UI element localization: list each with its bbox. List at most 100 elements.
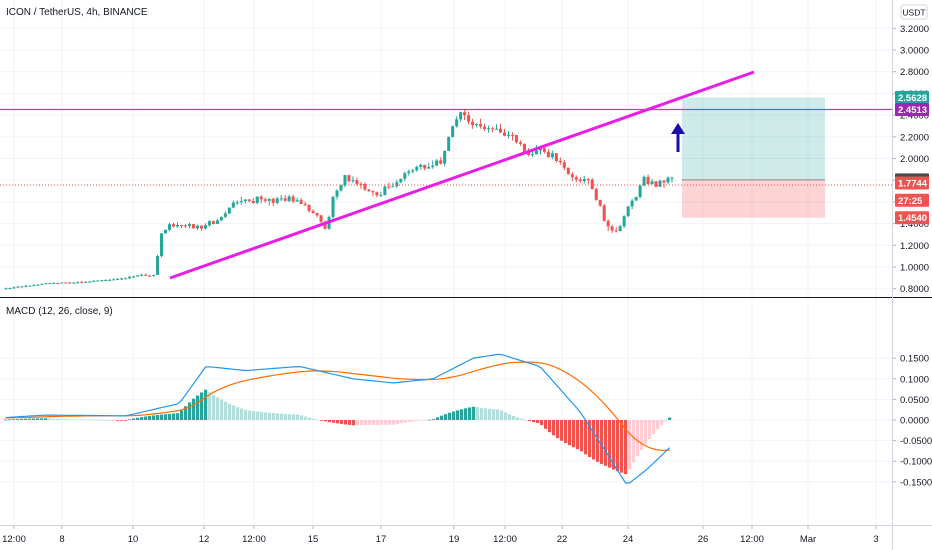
histogram-bar xyxy=(412,420,416,422)
candle xyxy=(463,109,467,121)
candle xyxy=(646,174,650,185)
histogram-bar xyxy=(592,420,596,460)
histogram-bar xyxy=(432,419,436,420)
histogram-bar xyxy=(504,412,508,420)
candle-body xyxy=(191,224,195,229)
macd-line xyxy=(5,353,671,484)
candle-body xyxy=(36,284,40,286)
candle xyxy=(626,206,630,218)
histogram-bar xyxy=(112,419,116,421)
currency-button[interactable]: USDT xyxy=(900,4,928,20)
candle xyxy=(191,224,195,229)
candle xyxy=(371,190,375,196)
price-badge-bg xyxy=(895,176,929,190)
long-position-tool[interactable] xyxy=(682,97,825,218)
histogram-bar xyxy=(36,418,40,420)
candle xyxy=(499,123,503,134)
candle xyxy=(291,194,295,204)
candle-body xyxy=(251,200,255,203)
histogram-bar xyxy=(348,420,352,425)
candle xyxy=(16,285,20,289)
candle xyxy=(108,278,112,282)
price-badge-bg xyxy=(895,211,929,225)
candle xyxy=(630,198,634,210)
histogram-bar xyxy=(28,418,32,420)
candle-body xyxy=(40,283,44,285)
histogram-bar xyxy=(120,420,124,421)
candle-body xyxy=(199,225,203,229)
candle xyxy=(566,167,570,175)
candle-body xyxy=(479,124,483,127)
candle xyxy=(140,273,144,277)
candle-body xyxy=(598,199,602,206)
candle-body xyxy=(435,160,439,166)
histogram-bar xyxy=(528,420,532,422)
candle-body xyxy=(638,185,642,197)
time-tick-label: 17 xyxy=(376,534,387,545)
drawings[interactable] xyxy=(0,70,892,280)
candle xyxy=(554,152,558,163)
histogram-bar xyxy=(60,418,64,420)
candle-body xyxy=(606,220,610,227)
macd-pane[interactable] xyxy=(4,353,672,484)
trendline xyxy=(169,70,755,280)
candle-body xyxy=(634,196,638,201)
candle-body xyxy=(144,274,148,276)
histogram-bar xyxy=(116,420,120,421)
histogram-bar xyxy=(652,420,656,435)
candle xyxy=(570,172,574,182)
histogram-bar xyxy=(480,407,484,420)
histogram-bar xyxy=(160,414,164,420)
histogram-bar xyxy=(616,420,620,472)
time-tick-label: Mar xyxy=(800,534,816,545)
histogram-bar xyxy=(424,420,428,421)
candle xyxy=(598,199,602,207)
histogram-bar xyxy=(532,420,536,423)
candle xyxy=(283,195,287,202)
candle-body xyxy=(203,225,207,229)
time-tick-label: 15 xyxy=(308,534,319,545)
candle-body xyxy=(491,128,495,130)
histogram-bar xyxy=(540,420,544,426)
candle-body xyxy=(96,280,100,282)
histogram-bar xyxy=(552,420,556,436)
candle-body xyxy=(112,279,116,281)
candle xyxy=(128,275,132,280)
candle-body xyxy=(247,199,251,201)
candle-body xyxy=(12,287,16,289)
price-pane[interactable] xyxy=(4,109,674,290)
histogram-bar xyxy=(108,419,112,421)
candle xyxy=(423,164,427,171)
histogram-bar xyxy=(244,409,248,420)
candle-body xyxy=(463,112,467,116)
candle xyxy=(100,279,104,282)
candle xyxy=(439,157,443,165)
candle xyxy=(351,176,355,183)
candle-body xyxy=(84,281,88,283)
price-tick-label: 0.8000 xyxy=(900,284,929,295)
histogram-bar xyxy=(620,420,624,473)
candle-body xyxy=(323,221,327,229)
candle xyxy=(662,179,666,188)
candle-body xyxy=(267,198,271,201)
histogram-bar xyxy=(252,411,256,420)
histogram-bar xyxy=(588,420,592,458)
histogram-bar xyxy=(612,420,616,470)
time-tick-label: 12 xyxy=(199,534,210,545)
price-badge-label: 1.4540 xyxy=(898,213,927,224)
time-tick-label: 3 xyxy=(873,534,878,545)
candle-body xyxy=(554,153,558,162)
candle xyxy=(52,282,56,284)
histogram-bar xyxy=(400,420,404,424)
time-tick-label: 19 xyxy=(449,534,460,545)
histogram-bar xyxy=(152,415,156,420)
candle-body xyxy=(495,128,499,130)
candle-body xyxy=(227,207,231,214)
candle-body xyxy=(391,186,395,188)
price-tick-label: 3.2000 xyxy=(900,24,929,35)
candle xyxy=(136,275,140,277)
histogram-bar xyxy=(140,417,144,420)
candle-body xyxy=(76,282,80,284)
candle-body xyxy=(534,150,538,155)
